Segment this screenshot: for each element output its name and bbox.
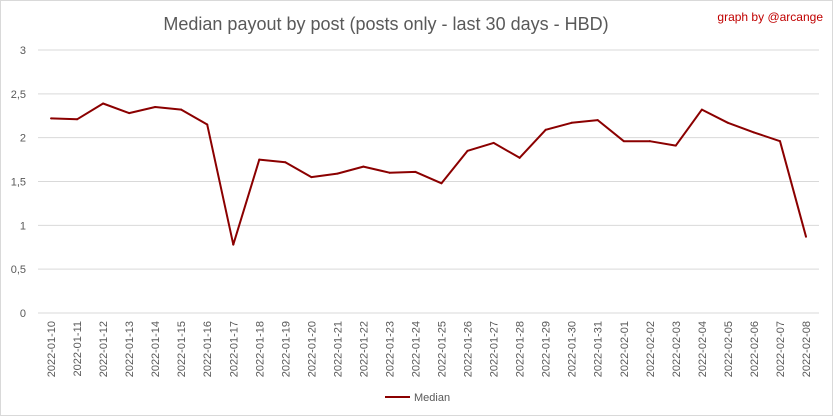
series-layer [50,102,807,246]
x-tick-label: 2022-01-31 [593,321,605,377]
x-tick-label: 2022-01-16 [202,321,214,377]
data-point [778,140,781,143]
data-point [648,140,651,143]
data-point [804,235,807,238]
x-tick-label: 2022-01-15 [176,321,188,377]
y-tick-label: 2,5 [11,89,26,101]
data-point [388,171,391,174]
x-tick-label: 2022-01-14 [150,321,162,377]
x-tick-label: 2022-02-01 [619,321,631,377]
data-point [232,243,235,246]
x-tick-label: 2022-02-08 [801,321,813,377]
x-tick-label: 2022-01-19 [280,321,292,377]
x-tick-label: 2022-01-30 [567,321,579,377]
gridlines [38,49,819,314]
x-tick-label: 2022-01-10 [46,321,58,377]
x-axis-ticks: 2022-01-10 2022-01-11 2022-01-12 2022-01-13… [46,321,813,377]
x-tick-label: 2022-01-12 [98,321,110,377]
data-point [180,108,183,111]
series-line-median [50,102,807,246]
x-tick-label: 2022-01-27 [489,321,501,377]
y-tick-label: 0,5 [11,264,26,276]
x-tick-label: 2022-01-18 [254,321,266,377]
data-point [544,128,547,131]
x-tick-label: 2022-01-29 [541,321,553,377]
data-point [336,172,339,175]
data-point [492,141,495,144]
data-point [570,121,573,124]
x-tick-label: 2022-01-11 [72,321,84,376]
data-point [440,182,443,185]
data-point [622,140,625,143]
legend-label-median: Median [414,392,450,404]
data-point [102,102,105,105]
chart-title: Median payout by post (posts only - last… [163,14,608,34]
data-point [518,156,521,159]
chart-credit: graph by @arcange [717,10,823,24]
data-point [362,165,365,168]
data-point [128,112,131,115]
x-tick-label: 2022-02-05 [723,321,735,377]
x-tick-label: 2022-01-24 [410,321,422,377]
y-tick-label: 0 [20,308,26,320]
x-tick-label: 2022-01-26 [463,321,475,377]
data-point [466,149,469,152]
data-point [310,176,313,179]
x-tick-label: 2022-01-23 [384,321,396,377]
y-tick-label: 1 [20,220,26,232]
x-tick-label: 2022-01-22 [358,321,370,377]
x-tick-label: 2022-01-17 [228,321,240,377]
x-tick-label: 2022-02-06 [749,321,761,377]
data-point [752,131,755,134]
data-point [284,161,287,164]
data-point [596,119,599,122]
data-point [206,123,209,126]
y-axis-ticks: 0 0,5 1 1,5 2 2,5 3 [11,45,26,320]
data-point [726,121,729,124]
x-tick-label: 2022-02-02 [645,321,657,377]
x-tick-label: 2022-01-28 [515,321,527,377]
data-point [674,144,677,147]
legend: Median [385,392,450,404]
data-point [154,105,157,108]
data-point [700,108,703,111]
y-tick-label: 2 [20,133,26,145]
y-tick-label: 3 [20,45,26,57]
x-tick-label: 2022-01-25 [437,321,449,377]
data-point [258,158,261,161]
data-point [50,117,53,120]
x-tick-label: 2022-02-07 [775,321,787,377]
data-point [414,170,417,173]
x-tick-label: 2022-01-13 [124,321,136,377]
y-tick-label: 1,5 [11,177,26,189]
x-tick-label: 2022-02-03 [671,321,683,377]
x-tick-label: 2022-02-04 [697,321,709,377]
x-tick-label: 2022-01-20 [306,321,318,377]
x-tick-label: 2022-01-21 [332,321,344,377]
data-point [76,118,79,121]
